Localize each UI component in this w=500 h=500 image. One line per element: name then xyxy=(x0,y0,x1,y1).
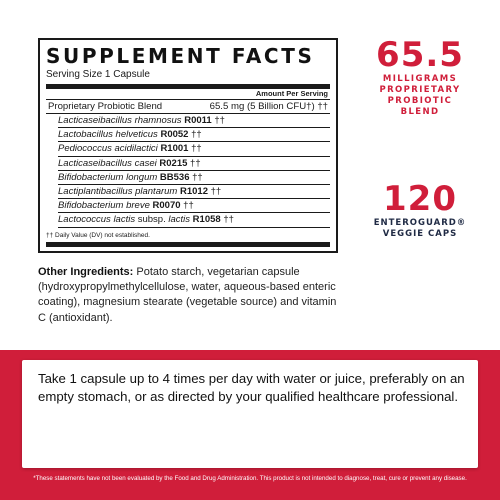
serving-size: Serving Size 1 Capsule xyxy=(46,69,150,80)
facts-title: SUPPLEMENT FACTS xyxy=(46,44,315,68)
blend-amount: 65.5 mg (5 Billion CFU†) †† xyxy=(209,101,328,112)
blend-name: Proprietary Probiotic Blend xyxy=(48,101,163,112)
strain-row: Bifidobacterium breve R0070 †† xyxy=(58,199,330,214)
strain-subspecies: lactis xyxy=(168,214,191,226)
strain-row: Lacticaseibacillus casei R0215 †† xyxy=(58,157,330,171)
capsule-count-callout: 120 ENTEROGUARD® VEGGIE CAPS xyxy=(360,180,480,240)
strain-code: R0052 xyxy=(160,129,189,141)
bottom-rule xyxy=(46,241,330,247)
strain-mark: †† xyxy=(190,157,201,169)
strain-code: R0070 xyxy=(152,200,181,212)
strain-mark: †† xyxy=(191,143,202,155)
strain-row: Lactococcus lactis subsp. lactis R1058 †… xyxy=(58,213,330,228)
strain-name: Pediococcus acidilactici xyxy=(58,143,158,155)
thin-rule xyxy=(46,113,330,114)
blend-amount-callout: 65.5 MILLIGRAMS PROPRIETARY PROBIOTIC BL… xyxy=(360,36,480,118)
thick-rule xyxy=(46,84,330,89)
strain-subspecies-label: subsp. xyxy=(135,214,169,226)
strain-name: Lacticaseibacillus casei xyxy=(58,157,157,169)
blend-row: Proprietary Probiotic Blend 65.5 mg (5 B… xyxy=(46,100,330,113)
callout-label: PROBIOTIC xyxy=(387,96,453,106)
strain-row: Lacticaseibacillus rhamnosus R0011 †† xyxy=(58,114,330,129)
callout-value: 65.5 xyxy=(376,35,464,75)
callout-label: BLEND xyxy=(400,107,440,117)
other-ingredients-text: Potato starch, vegetarian capsule (hydro… xyxy=(38,266,337,324)
strain-code: R1058 xyxy=(192,214,221,226)
strain-code: R0011 xyxy=(184,115,212,126)
amount-per-serving-header: Amount Per Serving xyxy=(255,89,328,98)
strain-mark: †† xyxy=(214,115,225,126)
strain-name: Lacticaseibacillus rhamnosus xyxy=(58,115,182,126)
directions-card xyxy=(22,360,478,468)
strain-mark: †† xyxy=(191,129,202,141)
strain-mark: †† xyxy=(192,171,203,183)
supplement-facts-panel: SUPPLEMENT FACTS Serving Size 1 Capsule … xyxy=(38,38,338,253)
strain-name: Lactiplantibacillus plantarum xyxy=(58,186,178,198)
strain-row: Bifidobacterium longum BB536 †† xyxy=(58,171,330,186)
strain-name: Bifidobacterium breve xyxy=(58,200,150,212)
callout-label: ENTEROGUARD® VEGGIE CAPS xyxy=(373,218,467,239)
daily-value-footnote: †† Daily Value (DV) not established. xyxy=(46,231,150,239)
strain-name: Lactobacillus helveticus xyxy=(58,129,158,141)
strain-code: R1012 xyxy=(179,186,208,198)
thin-rule xyxy=(46,99,330,100)
strain-code: R1001 xyxy=(160,143,189,155)
callout-label: PROPRIETARY xyxy=(379,85,461,95)
strain-mark: †† xyxy=(183,200,194,212)
strain-code: BB536 xyxy=(159,171,190,183)
callout-label: MILLIGRAMS xyxy=(382,74,458,84)
strain-row: Lactiplantibacillus plantarum R1012 †† xyxy=(58,185,330,200)
callout-value: 120 xyxy=(383,179,457,219)
fda-disclaimer: *These statements have not been evaluate… xyxy=(33,475,467,482)
other-ingredients-label: Other Ingredients: xyxy=(38,266,134,278)
strain-row: Pediococcus acidilactici R1001 †† xyxy=(58,142,330,157)
strain-name: Bifidobacterium longum xyxy=(58,171,158,183)
directions-text: Take 1 capsule up to 4 times per day wit… xyxy=(38,371,465,404)
strain-code: R0215 xyxy=(159,157,188,169)
strain-name: Lactococcus lactis xyxy=(58,214,136,226)
other-ingredients: Other Ingredients: Potato starch, vegeta… xyxy=(38,265,338,326)
strain-mark: †† xyxy=(210,186,222,198)
strain-row: Lactobacillus helveticus R0052 †† xyxy=(58,128,330,143)
strain-mark: †† xyxy=(223,214,234,226)
